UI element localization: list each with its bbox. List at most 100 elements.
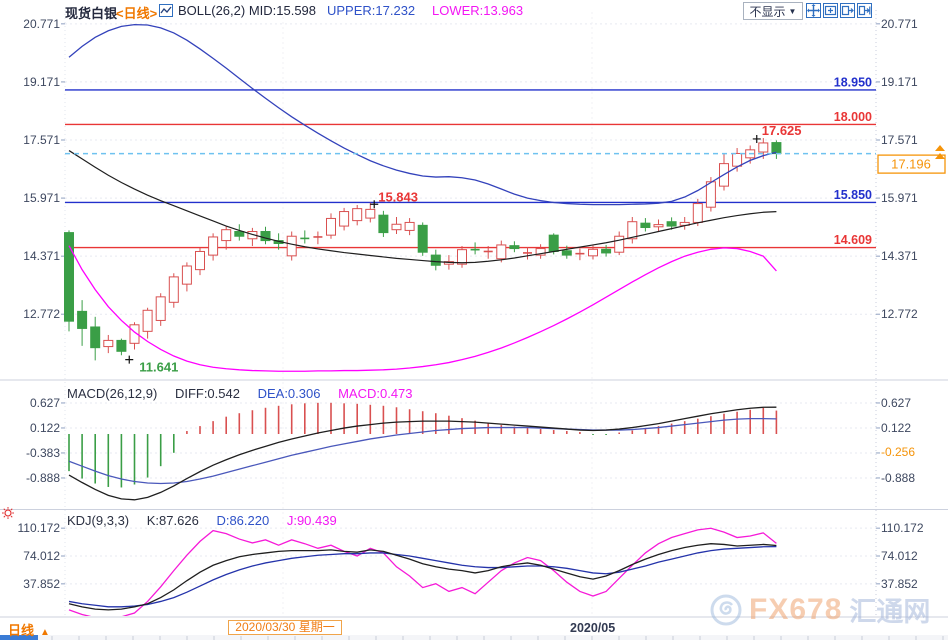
timeframe-selector[interactable]: 日线 ▲ xyxy=(8,620,50,639)
dea-line xyxy=(68,418,777,485)
candle-body xyxy=(692,203,703,223)
candle-body xyxy=(417,224,428,253)
main-axis-label-right: 14.371 xyxy=(881,249,918,263)
j-line xyxy=(68,527,777,616)
macd-diff-value: DIFF:0.542 xyxy=(174,386,240,401)
candle-body xyxy=(168,276,179,303)
display-dropdown[interactable]: 不显示 ▼ xyxy=(743,2,803,20)
main-axis-label-left: 20.771 xyxy=(23,17,60,31)
scrollbar-track xyxy=(0,635,948,640)
candle-body xyxy=(601,248,612,254)
candle-body xyxy=(666,221,677,227)
candle-body xyxy=(391,223,402,231)
symbol-name: 现货白银 xyxy=(65,6,118,21)
candlestick-chart-icon xyxy=(159,4,173,17)
kdj-header: KDJ(9,3,3) K:87.626 D:86.220 J:90.439 xyxy=(67,513,351,528)
main-axis-label-left: 14.371 xyxy=(23,249,60,263)
candle-body xyxy=(705,181,716,208)
gridlines xyxy=(64,10,877,616)
level-lines: 18.950 18.000 15.850 14.609 xyxy=(65,75,876,249)
pivot-cross-icon xyxy=(370,200,379,209)
k-line xyxy=(68,543,777,611)
main-axis-label-left: 15.971 xyxy=(23,191,60,205)
price-direction-arrows-icon xyxy=(935,145,945,159)
macd-axis-label-left: -0.888 xyxy=(26,471,60,485)
macd-axis-label-left: 0.122 xyxy=(30,421,60,435)
candle-body xyxy=(234,231,245,237)
candle-body xyxy=(103,339,114,348)
pivot-price-label: 17.625 xyxy=(762,123,802,138)
macd-axis-label-right: -0.256 xyxy=(881,445,915,459)
main-axis-label-left: 19.171 xyxy=(23,75,60,89)
axis-ticks xyxy=(61,23,880,585)
candle-body xyxy=(771,142,782,155)
kdj-axis-label-left: 110.172 xyxy=(18,521,61,535)
pan-right-icon[interactable] xyxy=(840,3,855,18)
candle-body xyxy=(548,234,559,252)
candle-body xyxy=(208,236,219,256)
macd-header: MACD(26,12,9) DIFF:0.542 DEA:0.306 MACD:… xyxy=(67,386,427,401)
macd-axis-label-left: -0.383 xyxy=(26,446,60,460)
chevron-down-icon: ▼ xyxy=(788,6,797,16)
crosshair-tool-button[interactable] xyxy=(806,3,821,18)
boll-upper-line xyxy=(68,23,777,206)
candle-body xyxy=(640,222,651,229)
go-to-end-icon[interactable] xyxy=(857,3,872,18)
candle-body xyxy=(457,249,467,265)
scrollbar-thumb[interactable] xyxy=(0,635,38,640)
diff-line xyxy=(68,406,777,501)
level-label: 14.609 xyxy=(834,233,872,247)
candle-body xyxy=(116,339,127,352)
period-tag[interactable]: <日线> xyxy=(116,6,158,21)
candle-body xyxy=(404,221,415,231)
kdj-axis-label-left: 74.012 xyxy=(23,549,60,563)
kdj-axis-label-right: 74.012 xyxy=(881,549,918,563)
candle-body xyxy=(339,211,350,227)
candle-body xyxy=(378,214,389,234)
candle-body xyxy=(260,231,271,242)
candle-body xyxy=(614,235,625,253)
axis-labels: 20.771 20.771 19.171 19.171 17.571 17.571 15.9… xyxy=(18,17,924,591)
current-price-box xyxy=(877,154,946,174)
macd-axis-label-left: 0.627 xyxy=(30,396,60,410)
boll-mid-line xyxy=(68,150,777,264)
pivot-price-label: 15.843 xyxy=(378,189,418,204)
kdj-axis-label-right: 37.852 xyxy=(881,577,918,591)
pivot-cross-icon xyxy=(752,134,761,143)
pivot-price-label: 11.641 xyxy=(139,360,178,375)
zoom-region-icon[interactable] xyxy=(823,3,838,18)
candle-body xyxy=(535,248,546,256)
kdj-name: KDJ(9,3,3) xyxy=(67,513,130,528)
triangle-up-icon: ▲ xyxy=(40,627,50,638)
d-line xyxy=(68,545,777,608)
candle-body xyxy=(90,326,101,349)
pivot-cross-icon xyxy=(125,355,134,364)
month-tick-label: 2020/05 xyxy=(570,621,616,635)
kdj-axis-label-left: 37.852 xyxy=(23,577,60,591)
candle-body xyxy=(430,254,441,266)
candle-body xyxy=(653,224,664,228)
pane-pin-icon[interactable] xyxy=(2,507,14,519)
candle-body xyxy=(142,309,153,332)
boll-mid-label: BOLL(26,2) MID:15.598 xyxy=(178,3,317,18)
main-axis-label-right: 19.171 xyxy=(881,75,918,89)
macd-macd-value: MACD:0.473 xyxy=(338,386,413,401)
main-axis-label-left: 12.772 xyxy=(23,307,60,321)
candle-body xyxy=(155,296,166,321)
candle-body xyxy=(365,208,376,219)
kdj-k-value: K:87.626 xyxy=(146,513,199,528)
macd-layer xyxy=(68,402,778,501)
boll-lower-line xyxy=(68,245,777,372)
kdj-axis-label-right: 110.172 xyxy=(881,521,924,535)
main-axis-label-right: 15.971 xyxy=(881,191,918,205)
candle-body xyxy=(64,232,74,322)
macd-dea-value: DEA:0.306 xyxy=(257,386,321,401)
candle-body xyxy=(561,250,572,256)
bollinger-lines xyxy=(68,23,777,372)
candle-body xyxy=(588,248,598,257)
level-label: 15.850 xyxy=(834,188,872,202)
selected-date-label: 2020/03/30 星期一 xyxy=(228,620,342,635)
candle-body xyxy=(129,324,140,344)
